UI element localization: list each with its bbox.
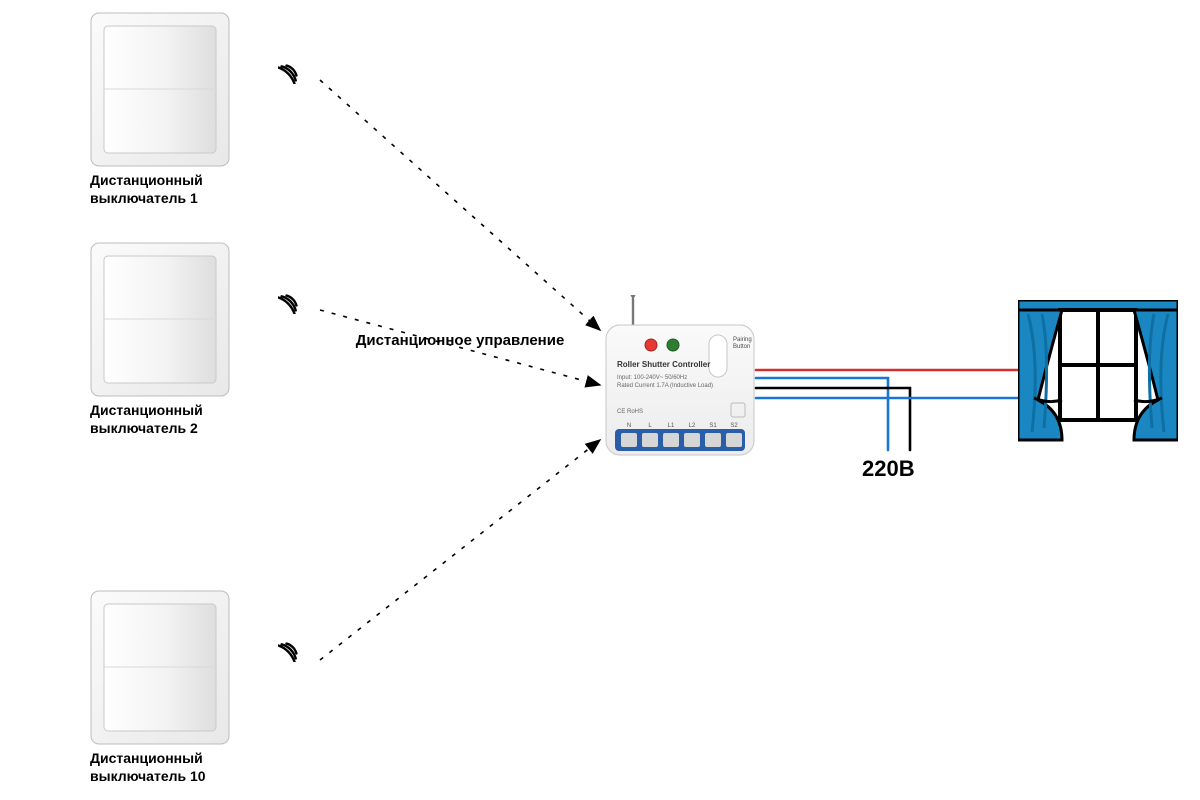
remote-switch-1: [90, 12, 230, 167]
switch-1-label: Дистанционный выключатель 1: [90, 172, 290, 207]
svg-text:S1: S1: [709, 423, 717, 429]
voltage-label: 220В: [862, 456, 915, 482]
controller-spec1: Input: 100-240V~ 50/60Hz: [617, 375, 687, 381]
wifi-icon: [278, 628, 312, 662]
svg-text:N: N: [627, 423, 631, 429]
controller-spec2: Rated Current 1.7A (Inductive Load): [617, 383, 713, 389]
controller-title: Roller Shutter Controller: [617, 360, 710, 369]
curtain-window-icon: [1018, 300, 1178, 475]
pairing-text-2: Button: [733, 344, 750, 350]
remote-switch-2: [90, 242, 230, 397]
svg-text:S2: S2: [730, 423, 738, 429]
svg-text:L2: L2: [689, 423, 696, 429]
roller-shutter-controller: Pairing Button Roller Shutter Controller…: [605, 295, 755, 455]
wifi-icon: [278, 50, 312, 84]
svg-text:L1: L1: [668, 423, 675, 429]
pairing-text-1: Pairing: [733, 337, 752, 343]
dotted-arrows: [320, 80, 600, 660]
switch-2-label: Дистанционный выключатель 2: [90, 402, 290, 437]
wires: [756, 370, 1018, 450]
remote-switch-10: [90, 590, 230, 745]
remote-control-label: Дистанционное управление: [330, 332, 590, 349]
diagram-root: { "canvas": { "width": 1200, "height": 8…: [0, 0, 1200, 800]
wifi-icon: [278, 280, 312, 314]
switch-10-label: Дистанционный выключатель 10: [90, 750, 290, 785]
controller-cert: CE RoHS: [617, 409, 643, 415]
